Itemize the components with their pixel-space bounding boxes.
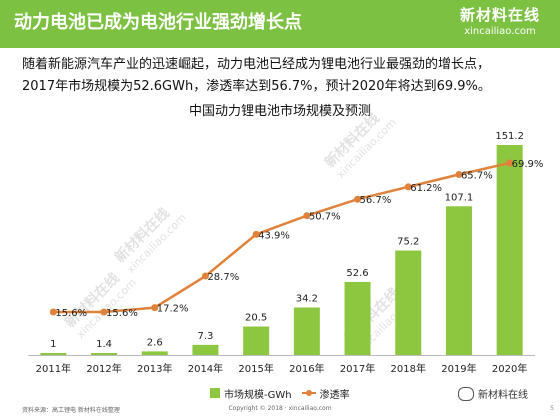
legend-item-penetration: 渗透率 [301, 386, 350, 401]
penetration-point [100, 308, 108, 316]
legend-bar-swatch [210, 388, 220, 398]
bar [344, 281, 371, 355]
line-value-label: 43.9% [258, 230, 290, 241]
penetration-point [404, 183, 412, 191]
intro-line-2: 2017年市场规模为52.6GWh，渗透率达到56.7%，预计2020年将达到6… [22, 79, 491, 94]
bar-value-label: 7.3 [197, 331, 213, 342]
penetration-point [151, 304, 159, 312]
x-tick-label: 2011年 [36, 362, 71, 375]
x-tick-label: 2019年 [441, 362, 476, 375]
penetration-point [201, 272, 209, 280]
bar-value-label: 107.1 [445, 192, 474, 203]
legend-item-market-size: 市场规模-GWh [210, 386, 292, 401]
legend-label-penetration: 渗透率 [319, 389, 350, 401]
penetration-point [354, 195, 362, 203]
line-value-label: 65.7% [461, 171, 493, 182]
penetration-point [49, 308, 57, 316]
chart-title: 中国动力锂电池市场规模及预测 [188, 104, 371, 119]
bar-value-label: 1.4 [96, 339, 112, 350]
penetration-point [455, 171, 463, 179]
wechat-account: 新材料在线 [458, 386, 528, 401]
wechat-icon [458, 386, 474, 401]
x-tick-label: 2016年 [289, 362, 324, 375]
bar [243, 326, 270, 355]
bar-value-label: 34.2 [296, 294, 318, 305]
x-tick-label: 2017年 [340, 362, 375, 375]
x-tick-label: 2015年 [238, 362, 273, 375]
bar [141, 351, 168, 355]
header-bar: 动力电池已成为电池行业强劲增长点 新材料在线 xincailiao.com [0, 0, 560, 48]
brand-logo: 新材料在线 xincailiao.com [450, 5, 550, 43]
intro-text: 随着新能源汽车产业的迅速崛起，动力电池已经成为锂电池行业最强劲的增长点， 201… [22, 54, 542, 98]
bar-value-label: 2.6 [147, 337, 163, 348]
line-value-label: 69.9% [512, 159, 544, 170]
bar-value-label: 20.5 [245, 313, 267, 324]
bar [40, 353, 67, 355]
wechat-name: 新材料在线 [478, 390, 528, 401]
bar [445, 206, 472, 355]
legend-label-market-size: 市场规模-GWh [224, 389, 292, 401]
line-value-label: 15.6% [106, 308, 138, 319]
x-tick-label: 2020年 [492, 362, 527, 375]
bar [192, 344, 219, 355]
legend-line-swatch [301, 390, 316, 396]
bar-value-label: 151.2 [495, 131, 524, 142]
penetration-point [506, 159, 514, 167]
x-tick-label: 2014年 [188, 362, 223, 375]
line-value-label: 28.7% [207, 272, 239, 283]
penetration-point [252, 230, 260, 238]
bar [91, 353, 118, 355]
brand-domain: xincailiao.com [464, 26, 536, 37]
x-tick-label: 2012年 [86, 362, 121, 375]
intro-line-1: 随着新能源汽车产业的迅速崛起，动力电池已经成为锂电池行业最强劲的增长点， [22, 57, 491, 72]
x-tick-label: 2013年 [137, 362, 172, 375]
x-tick-label: 2018年 [391, 362, 426, 375]
bar-value-label: 75.2 [397, 237, 419, 248]
bar [395, 250, 422, 355]
brand-name: 新材料在线 [459, 6, 540, 24]
line-value-label: 56.7% [360, 195, 392, 206]
chart-legend: 市场规模-GWh 渗透率 [210, 386, 360, 401]
bar [496, 145, 523, 355]
line-value-label: 61.2% [410, 183, 442, 194]
bar [293, 307, 320, 355]
line-value-label: 50.7% [309, 212, 341, 223]
penetration-line [53, 161, 510, 314]
copyright: Copyright © 2018 · xincailiao.com [228, 405, 332, 412]
bar-value-label: 1 [50, 339, 56, 350]
page-number: 5 [550, 405, 554, 412]
penetration-point [303, 212, 311, 220]
bar-value-label: 52.6 [346, 268, 368, 279]
line-value-label: 15.6% [55, 308, 87, 319]
page-title: 动力电池已成为电池行业强劲增长点 [14, 12, 302, 33]
data-source: 资料来源：高工锂电 新材料在线整理 [22, 407, 120, 414]
line-value-label: 17.2% [157, 304, 189, 315]
